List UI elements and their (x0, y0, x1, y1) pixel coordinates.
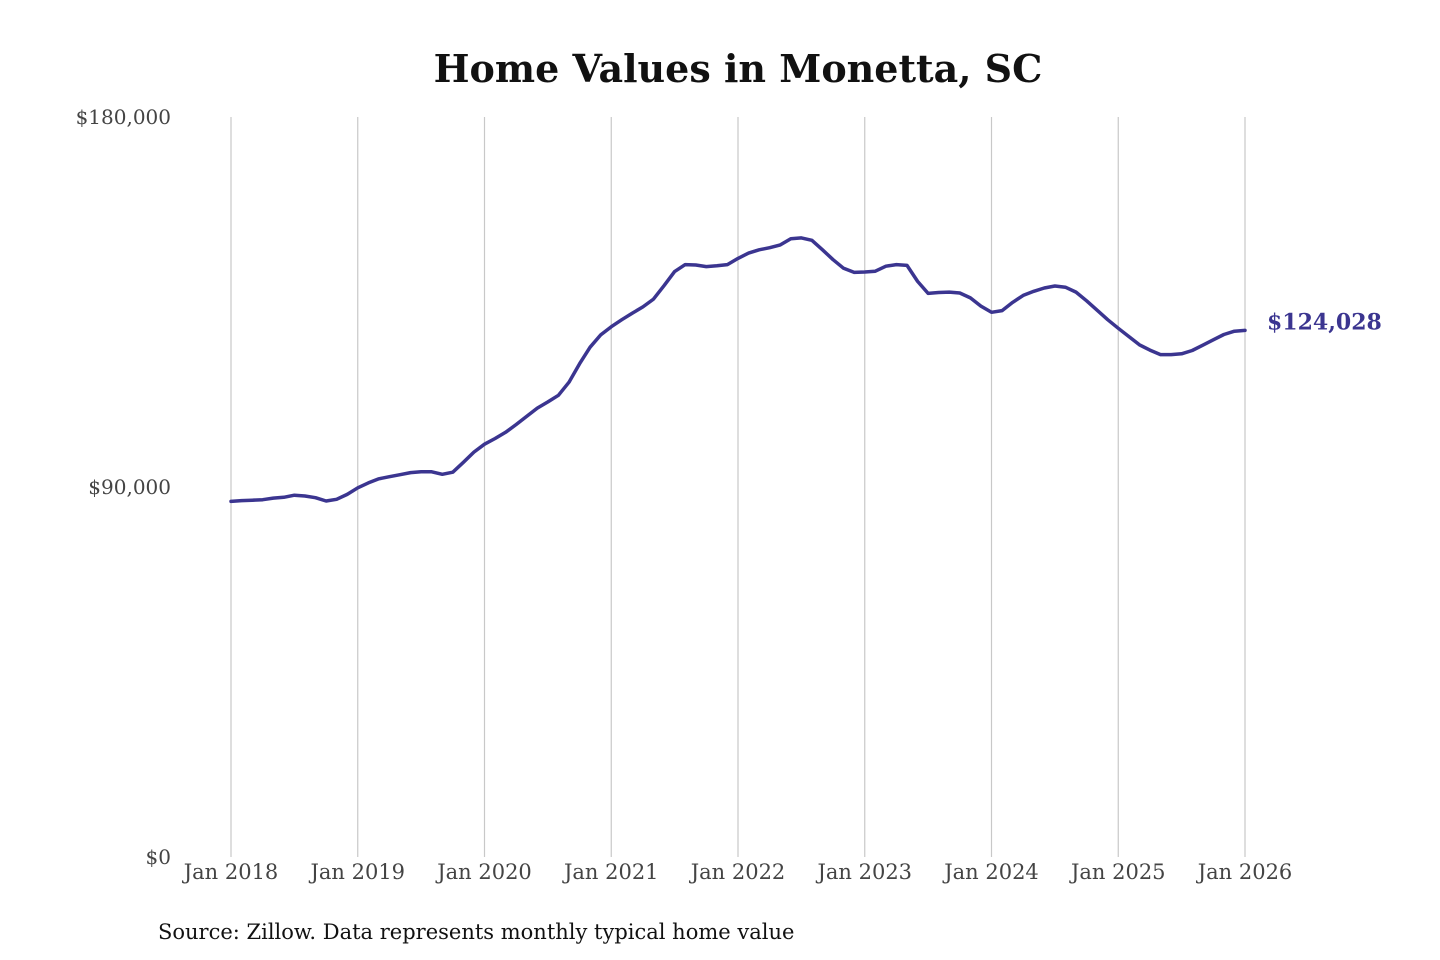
x-tick-label: Jan 2023 (815, 860, 912, 884)
x-tick-label: Jan 2026 (1196, 860, 1293, 884)
y-tick-label: $180,000 (76, 105, 171, 129)
x-axis-tick-labels: Jan 2018 Jan 2019 Jan 2020 Jan 2021 Jan 2022… (182, 860, 1293, 884)
x-tick-label: Jan 2019 (308, 860, 405, 884)
latest-value-label: $124,028 (1267, 309, 1382, 335)
x-tick-label: Jan 2022 (689, 860, 786, 884)
x-tick-label: Jan 2018 (182, 860, 279, 884)
vertical-gridlines (230, 117, 1246, 857)
y-axis-tick-labels: $180,000 $90,000 $0 (76, 105, 171, 869)
x-tick-label: Jan 2024 (942, 860, 1039, 884)
source-note: Source: Zillow. Data represents monthly … (158, 920, 794, 944)
home-value-line (229, 236, 1247, 504)
x-tick-label: Jan 2021 (562, 860, 659, 884)
x-tick-label: Jan 2025 (1069, 860, 1166, 884)
y-tick-label: $90,000 (88, 475, 171, 499)
y-tick-label: $0 (146, 845, 171, 869)
chart-title: Home Values in Monetta, SC (434, 46, 1043, 91)
x-tick-label: Jan 2020 (435, 860, 532, 884)
